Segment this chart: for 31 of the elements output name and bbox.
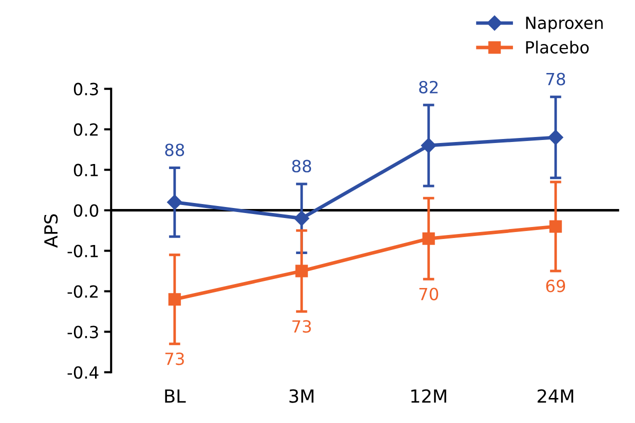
annotation: 73 — [165, 352, 184, 366]
y-tick-label: 0.2 — [74, 123, 98, 136]
annotation: 88 — [292, 160, 312, 172]
y-tick-label: 0.1 — [74, 164, 98, 176]
x-tick-label: 12M — [411, 389, 446, 403]
x-tick-label: 3M — [289, 389, 314, 403]
y-tick-label: -0.4 — [68, 366, 98, 379]
annotation: 69 — [546, 280, 566, 292]
y-tick-label: 0.3 — [74, 82, 98, 96]
x-tick-label: BL — [165, 389, 186, 403]
point — [421, 138, 436, 154]
annotation: 88 — [165, 144, 184, 156]
y-axis-title: APS — [44, 214, 58, 248]
annotation: 70 — [419, 288, 438, 300]
x-tick-label: 24M — [538, 389, 574, 403]
legend-label: Naproxen — [526, 16, 603, 32]
annotation: 78 — [546, 72, 566, 86]
point — [549, 220, 562, 233]
point — [294, 210, 310, 226]
annotation: 73 — [292, 320, 311, 333]
annotation: 82 — [419, 80, 438, 94]
point — [548, 130, 564, 145]
y-tick-label: -0.3 — [68, 326, 98, 338]
point — [167, 194, 182, 210]
y-tick-label: 0.0 — [74, 204, 98, 217]
legend-label: Placebo — [526, 40, 589, 54]
y-tick-label: -0.1 — [68, 244, 98, 258]
y-tick-label: -0.2 — [68, 285, 98, 298]
point — [168, 293, 181, 306]
point — [422, 232, 435, 245]
point — [295, 264, 308, 278]
